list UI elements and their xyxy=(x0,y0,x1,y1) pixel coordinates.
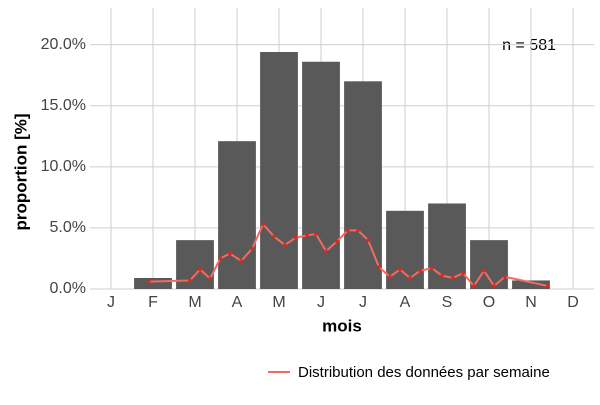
line-point xyxy=(503,274,507,279)
line-point xyxy=(324,249,328,253)
line-point xyxy=(272,234,276,239)
line-point xyxy=(188,278,192,283)
line-point xyxy=(294,235,298,240)
line-point xyxy=(451,276,455,280)
line-point xyxy=(377,265,381,269)
line-point xyxy=(261,222,265,227)
line-point xyxy=(430,266,434,271)
bar xyxy=(134,278,172,289)
y-tick-label: 10.0% xyxy=(41,158,86,175)
x-tick-label: D xyxy=(567,294,579,311)
legend-label: Distribution des données par semaine xyxy=(298,364,550,381)
line-point xyxy=(461,271,465,275)
y-tick-label: 20.0% xyxy=(41,36,86,53)
x-tick-label: J xyxy=(317,294,325,311)
line-point xyxy=(482,268,486,273)
line-point xyxy=(147,279,151,284)
line-point xyxy=(440,273,444,278)
line-point xyxy=(305,233,309,238)
line-point xyxy=(198,267,202,272)
line-point xyxy=(356,228,360,233)
line-point xyxy=(492,284,496,288)
bar xyxy=(386,210,424,289)
y-tick-label: 5.0% xyxy=(50,219,86,236)
bar xyxy=(218,141,256,289)
line-point xyxy=(314,232,318,236)
line-point xyxy=(335,239,339,244)
x-tick-label: J xyxy=(107,294,115,311)
line-point xyxy=(228,251,232,256)
y-tick-label: 0.0% xyxy=(50,280,86,297)
bar xyxy=(302,61,340,289)
line-point xyxy=(366,238,370,242)
x-axis-title: mois xyxy=(322,316,362,335)
x-tick-label: F xyxy=(148,294,158,311)
x-tick-label: M xyxy=(272,294,285,311)
x-tick-label: S xyxy=(442,294,453,311)
bar xyxy=(344,81,382,289)
x-tick-label: J xyxy=(359,294,367,311)
line-point xyxy=(398,267,402,272)
line-point xyxy=(408,276,412,280)
y-axis-title: proportion [%] xyxy=(11,113,30,230)
line-point xyxy=(388,274,392,279)
annotation: n = 581 xyxy=(502,37,556,54)
bar xyxy=(512,280,550,289)
x-tick-label: A xyxy=(400,294,411,311)
line-point xyxy=(218,256,222,261)
line-point xyxy=(546,284,550,288)
line-point xyxy=(418,268,422,273)
line-point xyxy=(472,284,476,288)
line-point xyxy=(239,259,243,263)
line-point xyxy=(208,276,212,281)
bar xyxy=(260,51,298,290)
x-tick-label: A xyxy=(232,294,243,311)
x-tick-label: O xyxy=(483,294,495,311)
x-tick-label: M xyxy=(188,294,201,311)
line-point xyxy=(346,228,350,233)
line-point xyxy=(283,243,287,247)
x-tick-label: N xyxy=(525,294,537,311)
line-point xyxy=(250,246,254,251)
y-tick-label: 15.0% xyxy=(41,97,86,114)
